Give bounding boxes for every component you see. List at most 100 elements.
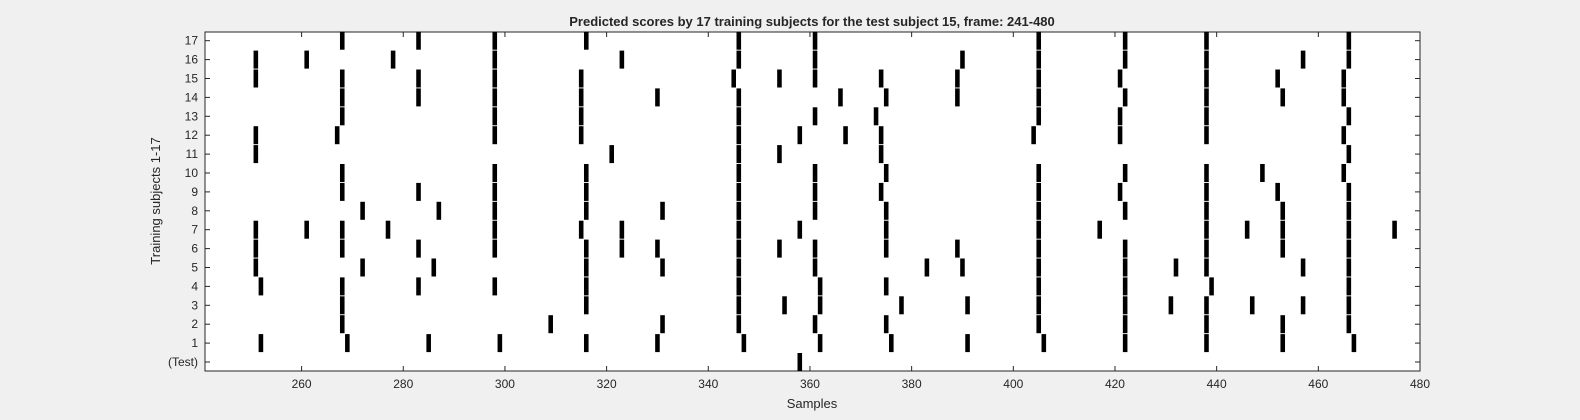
- score-mark: [416, 88, 421, 107]
- score-mark: [339, 107, 345, 126]
- score-mark: [1341, 126, 1347, 145]
- score-mark: [1280, 239, 1286, 258]
- score-mark: [1122, 50, 1128, 69]
- x-tick-label: 480: [1410, 377, 1430, 391]
- score-mark: [497, 334, 503, 353]
- score-mark: [812, 31, 818, 50]
- score-mark: [258, 334, 264, 353]
- score-mark: [253, 126, 259, 145]
- score-mark: [660, 201, 665, 220]
- score-mark: [655, 239, 660, 258]
- score-mark: [883, 88, 889, 107]
- score-mark: [253, 50, 259, 69]
- score-mark: [1392, 220, 1397, 239]
- x-tick-label: 400: [1003, 377, 1023, 391]
- plot-marks: [253, 31, 1397, 371]
- score-mark: [797, 353, 803, 371]
- y-axis-label: Training subjects 1-17: [148, 137, 163, 264]
- x-tick-label: 420: [1105, 377, 1125, 391]
- score-mark: [426, 334, 431, 353]
- score-mark: [385, 220, 391, 239]
- score-mark: [1280, 315, 1286, 334]
- score-mark: [1031, 126, 1036, 145]
- score-mark: [1346, 107, 1352, 126]
- score-mark: [1341, 88, 1347, 107]
- score-mark: [578, 107, 584, 126]
- score-mark: [782, 296, 787, 315]
- score-mark: [1204, 239, 1209, 258]
- score-mark: [1275, 182, 1280, 201]
- score-mark: [339, 88, 345, 107]
- score-mark: [390, 50, 396, 69]
- score-mark: [1036, 277, 1042, 296]
- score-mark: [339, 182, 345, 201]
- score-mark: [1244, 220, 1250, 239]
- x-tick-label: 320: [597, 377, 617, 391]
- score-mark: [1300, 258, 1306, 277]
- x-tick-label: 280: [393, 377, 413, 391]
- score-mark: [883, 315, 889, 334]
- score-mark: [1300, 296, 1306, 315]
- score-mark: [339, 315, 345, 334]
- score-mark: [1249, 296, 1255, 315]
- score-mark: [960, 50, 965, 69]
- score-mark: [736, 50, 742, 69]
- score-mark: [736, 239, 742, 258]
- score-mark: [1122, 296, 1128, 315]
- score-mark: [1117, 182, 1123, 201]
- score-mark: [1117, 107, 1123, 126]
- score-mark: [873, 107, 879, 126]
- score-mark: [1204, 164, 1209, 182]
- y-tick-label: 7: [191, 223, 198, 237]
- score-mark: [1036, 31, 1042, 50]
- score-mark: [583, 277, 589, 296]
- score-mark: [1122, 201, 1128, 220]
- score-mark: [1280, 220, 1286, 239]
- score-mark: [812, 315, 818, 334]
- score-mark: [812, 258, 818, 277]
- score-mark: [583, 258, 589, 277]
- score-mark: [1260, 164, 1265, 182]
- y-tick-label: 11: [186, 147, 199, 161]
- score-mark: [492, 201, 498, 220]
- score-mark: [889, 334, 894, 353]
- score-mark: [655, 334, 660, 353]
- y-tick-label: 9: [191, 185, 198, 199]
- score-mark: [736, 277, 742, 296]
- score-mark: [660, 258, 665, 277]
- score-mark: [492, 69, 498, 88]
- score-mark: [1122, 334, 1128, 353]
- y-tick-label: 15: [185, 72, 199, 86]
- score-mark: [878, 126, 884, 145]
- score-mark: [955, 88, 960, 107]
- score-mark: [1275, 69, 1280, 88]
- score-mark: [304, 220, 309, 239]
- score-mark: [736, 126, 742, 145]
- score-mark: [736, 220, 742, 239]
- score-mark: [609, 145, 614, 164]
- score-mark: [883, 239, 889, 258]
- x-tick-label: 380: [902, 377, 922, 391]
- score-mark: [583, 182, 589, 201]
- score-mark: [960, 258, 965, 277]
- score-mark: [253, 69, 259, 88]
- score-mark: [1204, 50, 1209, 69]
- score-mark: [655, 88, 660, 107]
- x-tick-label: 300: [495, 377, 515, 391]
- score-mark: [583, 164, 589, 182]
- score-mark: [416, 182, 421, 201]
- score-mark: [1204, 107, 1209, 126]
- score-mark: [878, 69, 884, 88]
- score-mark: [253, 145, 259, 164]
- score-mark: [1204, 88, 1209, 107]
- score-mark: [1117, 69, 1123, 88]
- score-mark: [797, 126, 803, 145]
- score-mark: [1204, 334, 1209, 353]
- score-mark: [1122, 164, 1128, 182]
- score-mark: [436, 201, 442, 220]
- score-mark: [1036, 220, 1042, 239]
- score-mark: [1036, 69, 1042, 88]
- plot-area: [204, 31, 1421, 372]
- score-mark: [1346, 201, 1352, 220]
